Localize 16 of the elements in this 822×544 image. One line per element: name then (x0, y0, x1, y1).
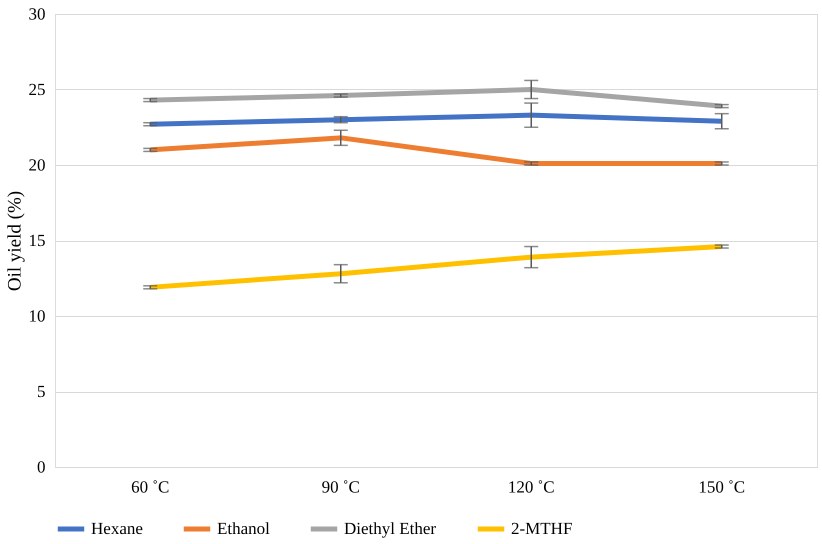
x-tick-label: 60 ˚C (131, 478, 170, 496)
x-tick-label: 150 ˚C (698, 478, 746, 496)
x-tick-label: 90 ˚C (322, 478, 360, 496)
legend-label: 2-MTHF (511, 519, 572, 538)
y-tick-label: 5 (37, 382, 46, 401)
y-tick-label: 10 (28, 306, 46, 326)
legend-label: Hexane (91, 519, 143, 538)
x-tick-label: 120 ˚C (508, 478, 555, 496)
y-tick-label: 15 (28, 231, 46, 250)
y-tick-label: 30 (28, 4, 46, 24)
y-tick-label: 0 (37, 458, 46, 476)
y-tick-label: 25 (28, 80, 46, 99)
y-axis-title: Oil yield (%) (4, 190, 26, 292)
legend-label: Diethyl Ether (344, 519, 436, 538)
legend-label: Ethanol (217, 519, 270, 538)
y-tick-label: 20 (28, 156, 46, 174)
